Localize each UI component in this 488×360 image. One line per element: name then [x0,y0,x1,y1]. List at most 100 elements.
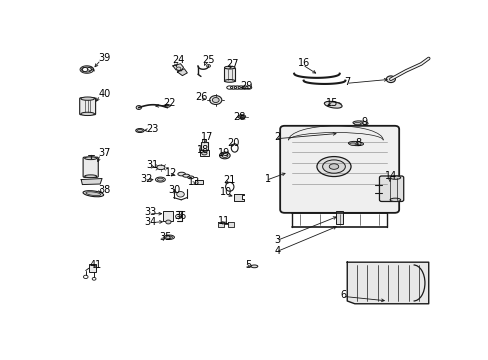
Ellipse shape [137,129,142,132]
Text: 3: 3 [273,235,280,245]
Ellipse shape [316,157,350,176]
Text: 14: 14 [384,171,396,181]
Text: 29: 29 [240,81,252,91]
Ellipse shape [81,97,94,100]
Polygon shape [81,179,102,185]
Bar [224,68,235,81]
Text: 17: 17 [201,132,213,143]
Ellipse shape [322,160,345,173]
Ellipse shape [165,236,172,238]
Text: 10: 10 [220,186,232,197]
Bar [200,150,208,156]
Text: 22: 22 [163,98,175,108]
Text: 16: 16 [297,58,309,68]
Ellipse shape [155,177,165,182]
Text: 9: 9 [361,117,366,127]
Text: 19: 19 [218,148,230,158]
Text: 7: 7 [344,77,350,87]
Text: 38: 38 [99,185,111,195]
Polygon shape [227,222,233,227]
Ellipse shape [84,175,97,177]
Text: 24: 24 [172,55,184,65]
Ellipse shape [178,172,185,176]
Bar [202,139,206,141]
Text: 4: 4 [273,246,280,256]
Text: 35: 35 [159,232,171,242]
Ellipse shape [183,174,189,177]
Text: 2: 2 [273,132,280,143]
Ellipse shape [324,101,342,108]
FancyBboxPatch shape [379,176,403,202]
Ellipse shape [349,143,356,145]
Ellipse shape [224,66,235,69]
Text: 11: 11 [218,216,230,226]
Ellipse shape [156,165,164,170]
Text: 23: 23 [145,124,158,134]
Polygon shape [233,194,244,201]
Text: 28: 28 [233,112,245,122]
Polygon shape [173,64,183,71]
Text: 31: 31 [145,160,158,170]
Text: 33: 33 [144,207,156,217]
Circle shape [165,220,171,224]
Ellipse shape [238,115,245,118]
Text: 36: 36 [174,211,186,221]
Ellipse shape [86,192,101,195]
Ellipse shape [389,198,400,202]
Ellipse shape [163,235,174,239]
Ellipse shape [81,112,94,116]
Text: 37: 37 [98,148,111,158]
Circle shape [136,105,141,109]
Text: 13: 13 [187,177,200,187]
Ellipse shape [157,178,163,181]
Text: 12: 12 [164,168,177,179]
Bar [200,141,208,150]
Ellipse shape [187,176,193,179]
Ellipse shape [239,116,244,118]
Ellipse shape [224,80,235,82]
Circle shape [175,214,181,219]
Circle shape [176,192,184,197]
Bar [163,211,173,221]
Text: 39: 39 [99,53,111,63]
Polygon shape [218,222,224,227]
Ellipse shape [202,152,206,155]
Ellipse shape [84,157,97,159]
Text: 40: 40 [99,90,111,99]
Ellipse shape [164,104,170,107]
Text: 41: 41 [89,260,101,270]
Bar [89,264,96,272]
Text: 1: 1 [264,174,270,184]
Ellipse shape [328,164,338,169]
Ellipse shape [348,141,363,146]
Ellipse shape [219,152,230,159]
Ellipse shape [83,191,103,197]
Text: 20: 20 [227,138,239,148]
Bar [335,211,343,224]
Text: 26: 26 [195,92,207,102]
Bar [195,180,203,184]
Text: 18: 18 [197,145,209,155]
Text: 25: 25 [202,55,215,65]
Text: 8: 8 [355,138,361,148]
Text: 30: 30 [168,185,181,195]
Text: 21: 21 [223,175,236,185]
Text: 32: 32 [140,174,152,184]
FancyBboxPatch shape [80,98,96,115]
Text: 6: 6 [340,291,346,301]
Text: 27: 27 [226,59,239,69]
Circle shape [212,98,219,103]
Circle shape [209,96,222,104]
Polygon shape [177,69,187,76]
Ellipse shape [389,176,400,179]
Ellipse shape [250,265,257,268]
Text: 5: 5 [245,260,251,270]
Text: 15: 15 [325,98,338,108]
Ellipse shape [352,121,367,125]
Circle shape [386,76,395,82]
Ellipse shape [222,153,227,157]
Polygon shape [346,262,428,304]
FancyBboxPatch shape [280,126,398,213]
Ellipse shape [353,122,360,125]
Text: 34: 34 [144,217,156,227]
